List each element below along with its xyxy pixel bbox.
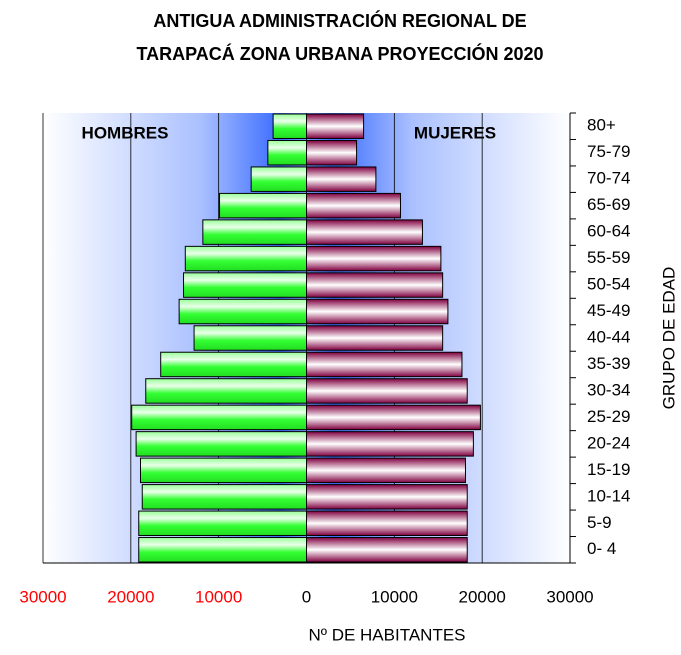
x-tick-label: 10000 xyxy=(195,587,242,606)
bar xyxy=(267,139,307,166)
bar xyxy=(306,166,377,192)
y-tick-label: 25-29 xyxy=(587,407,630,426)
x-axis-label: Nº DE HABITANTES xyxy=(308,625,465,644)
chart-title: TARAPACÁ ZONA URBANA PROYECCIÓN 2020 xyxy=(136,43,543,64)
bar xyxy=(160,351,307,378)
bar xyxy=(219,192,307,219)
y-tick-label: 60-64 xyxy=(587,222,630,241)
y-tick-label: 55-59 xyxy=(587,248,630,267)
bar xyxy=(306,537,468,563)
x-tick-label: 30000 xyxy=(546,587,593,606)
bar xyxy=(139,457,307,484)
bar xyxy=(306,325,444,351)
x-tick-label: 10000 xyxy=(371,587,418,606)
y-tick-label: 15-19 xyxy=(587,460,630,479)
bar xyxy=(183,272,308,298)
y-tick-label: 75-79 xyxy=(587,142,630,161)
bar xyxy=(306,510,468,537)
bar xyxy=(138,510,307,537)
y-tick-label: 30-34 xyxy=(587,380,630,399)
x-tick-label: 20000 xyxy=(107,587,154,606)
bar xyxy=(306,457,466,484)
y-tick-label: 50-54 xyxy=(587,275,630,294)
y-axis-label: GRUPO DE EDAD xyxy=(659,267,678,410)
bar xyxy=(272,113,307,139)
bar xyxy=(202,219,308,245)
bar xyxy=(138,537,307,563)
y-tick-label: 45-49 xyxy=(587,301,630,320)
bar xyxy=(131,404,307,431)
y-tick-label: 65-69 xyxy=(587,195,630,214)
bar xyxy=(306,404,481,431)
y-tick-label: 70-74 xyxy=(587,169,630,188)
series-label: HOMBRES xyxy=(82,123,169,142)
bar xyxy=(306,139,358,166)
bar xyxy=(141,484,307,510)
bar xyxy=(306,351,463,378)
bar xyxy=(306,219,423,245)
bar xyxy=(250,166,307,192)
bar xyxy=(145,378,307,404)
bar xyxy=(306,298,449,325)
y-tick-label: 5-9 xyxy=(587,513,612,532)
y-tick-label: 0- 4 xyxy=(587,539,616,558)
bar xyxy=(193,325,307,351)
chart-title: ANTIGUA ADMINISTRACIÓN REGIONAL DE xyxy=(153,10,526,31)
x-tick-label: 20000 xyxy=(459,587,506,606)
bar xyxy=(306,113,365,139)
x-tick-label: 30000 xyxy=(19,587,66,606)
bar xyxy=(184,245,307,272)
bar xyxy=(306,272,444,298)
x-tick-label: 0 xyxy=(302,587,311,606)
bar xyxy=(306,192,401,219)
bar xyxy=(178,298,307,325)
bar xyxy=(306,431,474,457)
bar xyxy=(306,484,468,510)
y-tick-label: 40-44 xyxy=(587,327,630,346)
y-tick-label: 80+ xyxy=(587,116,616,135)
y-tick-label: 10-14 xyxy=(587,486,630,505)
series-label: MUJERES xyxy=(414,123,496,142)
bar xyxy=(135,431,307,457)
bar xyxy=(306,245,442,272)
y-tick-label: 35-39 xyxy=(587,354,630,373)
bar xyxy=(306,378,468,404)
y-tick-label: 20-24 xyxy=(587,433,630,452)
